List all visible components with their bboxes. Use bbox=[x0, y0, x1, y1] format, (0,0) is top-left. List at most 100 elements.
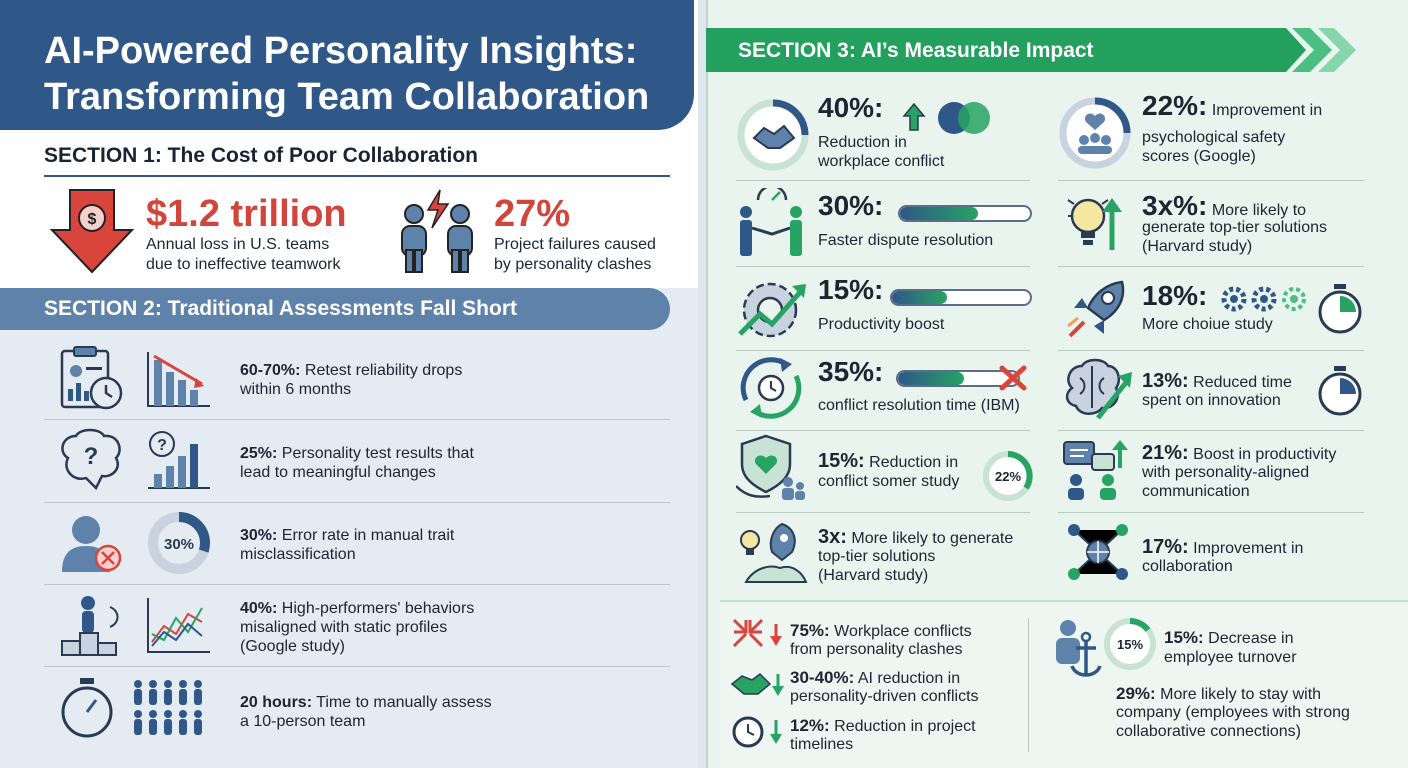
impact-l6-line2: top-tier solutions bbox=[818, 548, 936, 565]
cross-mark-icon bbox=[999, 365, 1027, 391]
title-line-1: AI-Powered Personality Insights: bbox=[44, 30, 638, 72]
team-people-icon bbox=[134, 680, 202, 735]
impact-r6-line1: 17%: Improvement in bbox=[1142, 536, 1304, 558]
question-chart-icon: ? bbox=[148, 431, 210, 489]
s2-row3-line1: 30%: Error rate in manual trait bbox=[240, 527, 455, 544]
impact-divider-l3 bbox=[736, 350, 1030, 351]
impact-l2-line1: Faster dispute resolution bbox=[818, 232, 994, 249]
s2-divider-2 bbox=[44, 502, 670, 503]
gear-growth-icon bbox=[738, 282, 806, 338]
svg-text:22%: 22% bbox=[995, 469, 1021, 484]
impact-l1-line2: workplace conflict bbox=[818, 153, 945, 170]
stopwatch-icon bbox=[61, 678, 113, 738]
anchor-person-icon bbox=[1056, 620, 1102, 677]
impact-r1-line1: 22%: Improvement in bbox=[1142, 90, 1323, 121]
summary-r1-line1: 15%: Decrease in bbox=[1164, 628, 1294, 647]
title-line-2: Transforming Team Collaboration bbox=[44, 76, 650, 118]
impact-r4-line1: 13%: Reduced time bbox=[1142, 370, 1292, 392]
impact-divider-r1 bbox=[1058, 180, 1364, 181]
summary-l2-line1: 30-40%: AI reduction in bbox=[790, 668, 961, 687]
declining-bars-icon bbox=[147, 352, 210, 407]
impact-r1-line3: scores (Google) bbox=[1142, 148, 1256, 165]
timer-icon-1 bbox=[1318, 284, 1362, 334]
impact-r1-line2: psychological safety bbox=[1142, 129, 1286, 146]
timer-icon-2 bbox=[1318, 366, 1362, 416]
s2-row2-line2: lead to meaningful changes bbox=[240, 464, 436, 481]
s2-row3-line2: misclassification bbox=[240, 546, 356, 563]
section-3-heading: SECTION 3: AI’s Measurable Impact bbox=[738, 39, 1094, 62]
impact-l1: 40%: bbox=[818, 92, 884, 123]
s2-row5-line2: a 10-person team bbox=[240, 713, 366, 730]
section-2-heading: SECTION 2: Traditional Assessments Fall … bbox=[0, 288, 670, 330]
impact-l5-line1: 15%: Reduction in bbox=[818, 450, 959, 472]
up-arrow-overlap-icon bbox=[902, 102, 990, 134]
impact-divider-r4 bbox=[1058, 430, 1364, 431]
s2-row4-line1: 40%: High-performers' behaviors bbox=[240, 600, 475, 617]
impact-l6-line3: (Harvard study) bbox=[818, 567, 929, 584]
impact-l2-bar bbox=[898, 205, 1032, 222]
stat-failures-value: 27% bbox=[494, 193, 571, 235]
handshake-ring-icon bbox=[737, 99, 809, 171]
badge-22-donut: 22% bbox=[983, 451, 1033, 501]
impact-divider-l1 bbox=[736, 180, 1030, 181]
stat-loss-value: $1.2 trillion bbox=[146, 193, 347, 235]
impact-r6-line2: collaboration bbox=[1142, 558, 1233, 575]
turnover-donut: 15% bbox=[1104, 618, 1156, 670]
brain-growth-icon bbox=[1065, 358, 1132, 420]
impact-divider-r5 bbox=[1058, 512, 1364, 513]
brain-question-icon: ? bbox=[61, 428, 121, 490]
stat-loss-label-2: due to ineffective teamwork bbox=[146, 256, 341, 273]
summary-r2-line3: collaborative connections) bbox=[1116, 723, 1301, 740]
s2-row4-line2: misaligned with static profiles bbox=[240, 619, 448, 636]
gears-icon bbox=[1221, 286, 1306, 312]
stat-failures-label-1: Project failures caused bbox=[494, 236, 656, 253]
summary-l3-line1: 12%: Reduction in project bbox=[790, 716, 976, 735]
impact-l1-line1: Reduction in bbox=[818, 134, 907, 151]
podium-person-icon bbox=[61, 596, 119, 656]
s2-divider-4 bbox=[44, 666, 670, 667]
s2-row4-line3: (Google study) bbox=[240, 638, 345, 655]
impact-divider-l5 bbox=[736, 512, 1030, 513]
section-1-heading: SECTION 1: The Cost of Poor Collaboratio… bbox=[44, 144, 479, 167]
impact-l3-bar bbox=[890, 289, 1032, 306]
handshake-gauge-icon bbox=[740, 188, 802, 256]
bulb-growth-icon bbox=[1067, 198, 1122, 250]
impact-l6-line1: 3x: More likely to generate bbox=[818, 526, 1014, 548]
s2-divider-3 bbox=[44, 584, 670, 585]
impact-r3: 18%: bbox=[1142, 280, 1208, 311]
chat-team-icon bbox=[1063, 440, 1128, 500]
impact-r5-line2: with personality-aligned bbox=[1142, 464, 1310, 481]
s2-row2-line1: 25%: Personality test results that bbox=[240, 445, 474, 462]
misaligned-lines-chart-icon bbox=[147, 598, 210, 653]
impact-r4-line2: spent on innovation bbox=[1142, 392, 1281, 409]
section-2-background bbox=[0, 288, 698, 768]
impact-l4-line1: conflict resolution time (IBM) bbox=[818, 397, 1020, 414]
clock-cycle-icon bbox=[740, 357, 802, 419]
impact-r2-line3: (Harvard study) bbox=[1142, 238, 1253, 255]
panel-divider bbox=[698, 0, 706, 768]
summary-l3-line2: timelines bbox=[790, 736, 854, 753]
impact-r5-line1: 21%: Boost in productivity bbox=[1142, 442, 1337, 464]
clock-down-icon bbox=[732, 716, 782, 748]
heart-team-ring-icon bbox=[1059, 97, 1131, 169]
section-1-rule bbox=[44, 175, 670, 177]
s2-divider-1 bbox=[44, 419, 670, 420]
conflict-arrows-icon bbox=[732, 618, 782, 648]
impact-divider-l4 bbox=[736, 430, 1030, 431]
s2-row5-line1: 20 hours: Time to manually assess bbox=[240, 694, 492, 711]
svg-text:?: ? bbox=[84, 443, 99, 470]
summary-l1-line2: from personality clashes bbox=[790, 641, 963, 658]
summary-divider bbox=[1028, 618, 1029, 752]
summary-r2-line1: 29%: More likely to stay with bbox=[1116, 684, 1322, 703]
svg-text:$: $ bbox=[88, 211, 97, 228]
error-rate-donut: 30% bbox=[148, 512, 210, 574]
impact-l3-bar-fill bbox=[892, 291, 948, 304]
impact-l4-bar bbox=[896, 370, 1020, 387]
impact-r2-line1: 3x%: More likely to bbox=[1142, 190, 1307, 221]
summary-r2-line2: company (employees with strong bbox=[1116, 704, 1350, 721]
rocket-bulb-icon bbox=[740, 522, 808, 583]
title-banner: AI-Powered Personality Insights: Transfo… bbox=[0, 0, 694, 130]
shield-heart-icon bbox=[736, 434, 805, 500]
impact-divider-l2 bbox=[736, 266, 1030, 267]
handshake-down-icon bbox=[730, 673, 784, 696]
